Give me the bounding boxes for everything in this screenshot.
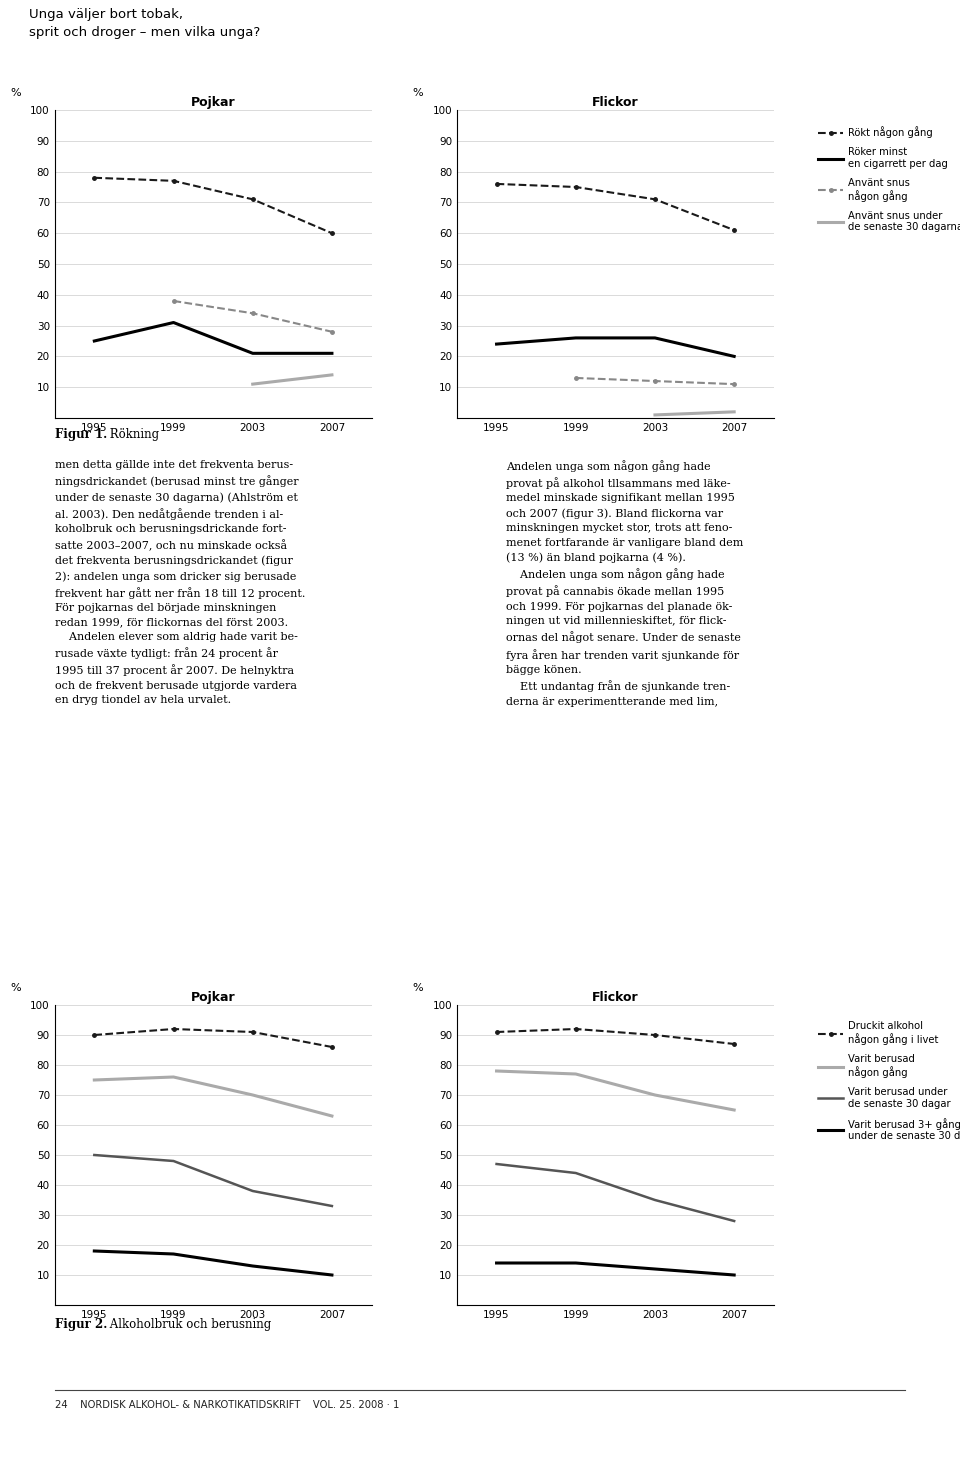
Text: %: %	[11, 87, 21, 98]
Title: Flickor: Flickor	[592, 96, 638, 108]
Legend: Rökt någon gång, Röker minst
en cigarrett per dag, Använt snus
någon gång, Använ: Rökt någon gång, Röker minst en cigarret…	[814, 123, 960, 237]
Title: Flickor: Flickor	[592, 991, 638, 1003]
Legend: Druckit alkohol
någon gång i livet, Varit berusad
någon gång, Varit berusad unde: Druckit alkohol någon gång i livet, Vari…	[814, 1018, 960, 1146]
Text: men detta gällde inte det frekventa berus-
ningsdrickandet (berusad minst tre gå: men detta gällde inte det frekventa beru…	[55, 459, 305, 705]
Title: Pojkar: Pojkar	[191, 96, 235, 108]
Title: Pojkar: Pojkar	[191, 991, 235, 1003]
Text: %: %	[413, 87, 423, 98]
Text: %: %	[11, 983, 21, 993]
Text: Rökning: Rökning	[106, 428, 158, 442]
Text: Figur 1.: Figur 1.	[55, 428, 107, 442]
Text: Figur 2.: Figur 2.	[55, 1317, 108, 1331]
Text: Andelen unga som någon gång hade
provat på alkohol tllsammans med läke-
medel mi: Andelen unga som någon gång hade provat …	[506, 459, 743, 707]
Text: 24    NORDISK ALKOHOL- & NARKOTIKATIDSKRIFT    VOL. 25. 2008 · 1: 24 NORDISK ALKOHOL- & NARKOTIKATIDSKRIFT…	[55, 1400, 399, 1409]
Text: Alkoholbruk och berusning: Alkoholbruk och berusning	[106, 1317, 271, 1331]
Text: %: %	[413, 983, 423, 993]
Text: Unga väljer bort tobak,: Unga väljer bort tobak,	[29, 7, 182, 21]
Text: sprit och droger – men vilka unga?: sprit och droger – men vilka unga?	[29, 27, 260, 39]
